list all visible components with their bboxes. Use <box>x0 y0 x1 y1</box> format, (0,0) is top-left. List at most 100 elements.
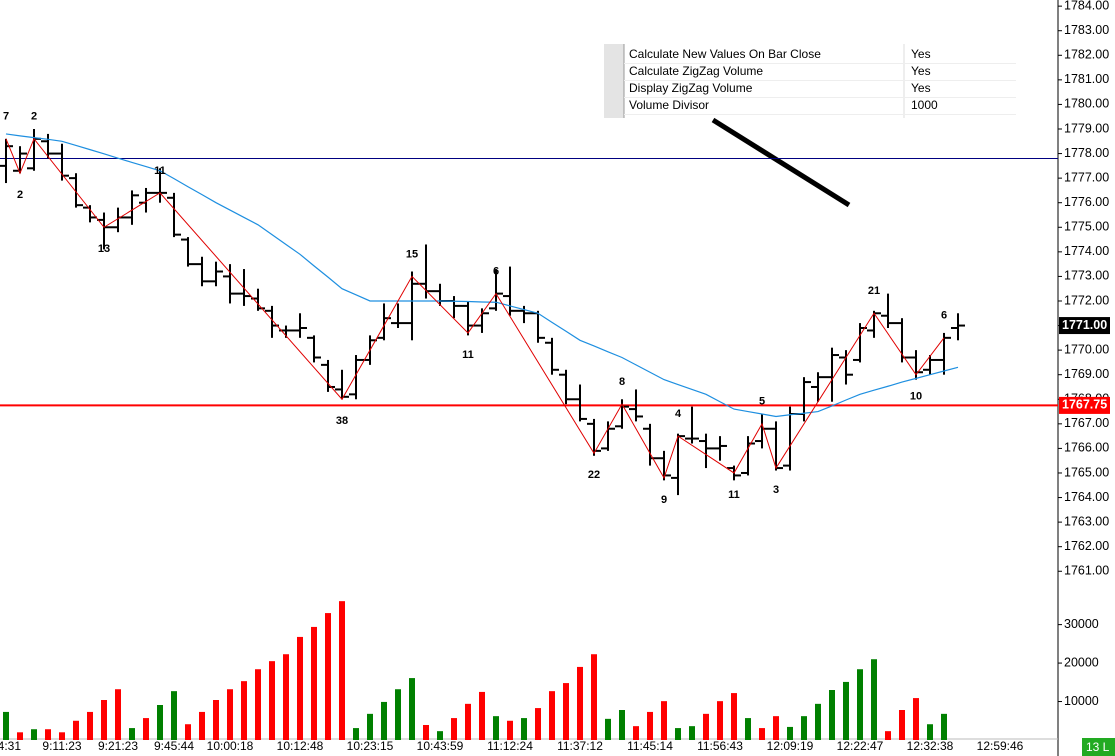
volume-bar <box>213 700 219 740</box>
price-tag: 1767.75 <box>1062 398 1107 412</box>
volume-bar <box>3 711 9 740</box>
volume-bar <box>619 710 625 740</box>
x-tick-label: 10:43:59 <box>417 739 464 753</box>
volume-bar <box>269 661 275 740</box>
volume-bar <box>493 716 499 740</box>
y-tick-label: 1776.00 <box>1064 195 1109 209</box>
volume-bar <box>507 720 513 740</box>
volume-bar <box>773 716 779 740</box>
volume-bar <box>157 705 163 740</box>
zigzag-volume-label: 6 <box>941 310 947 322</box>
panel-gutter <box>604 44 624 118</box>
volume-bar <box>759 728 765 740</box>
volume-bar <box>311 626 317 740</box>
y-tick-label: 1763.00 <box>1064 514 1109 528</box>
volume-bar <box>521 718 527 740</box>
drawn-trendline <box>711 117 851 208</box>
volume-bar <box>143 718 149 740</box>
volume-bar <box>535 708 541 740</box>
y-tick-label: 1774.00 <box>1064 244 1109 258</box>
y-tick-label: 20000 <box>1064 655 1099 669</box>
y-tick-label: 1783.00 <box>1064 23 1109 37</box>
volume-bar <box>241 681 247 740</box>
volume-bar <box>395 689 401 740</box>
zigzag-volume-label: 38 <box>336 415 348 427</box>
x-tick-label: 11:56:43 <box>697 739 743 753</box>
property-name: Calculate New Values On Bar Close <box>629 47 821 61</box>
x-tick-label: 14:31 <box>0 739 21 753</box>
volume-bar <box>325 613 331 740</box>
zigzag-volume-label: 2 <box>31 111 37 123</box>
volume-bar <box>885 731 891 740</box>
x-tick-label: 10:23:15 <box>347 739 394 753</box>
volume-bar <box>465 703 471 740</box>
y-tick-label: 1778.00 <box>1064 146 1109 160</box>
volume-bar <box>633 726 639 740</box>
volume-bar <box>815 703 821 740</box>
y-tick-label: 1773.00 <box>1064 269 1109 283</box>
x-tick-label: 12:59:46 <box>977 739 1024 753</box>
volume-bar <box>703 713 709 740</box>
volume-bar <box>283 654 289 740</box>
x-tick-label: 12:09:19 <box>767 739 814 753</box>
x-tick-label: 9:21:23 <box>98 739 138 753</box>
x-tick-label: 12:32:38 <box>907 739 954 753</box>
y-tick-label: 1767.00 <box>1064 416 1109 430</box>
y-tick-label: 10000 <box>1064 694 1099 708</box>
property-name: Display ZigZag Volume <box>629 81 753 95</box>
property-name: Volume Divisor <box>629 98 709 112</box>
zigzag-volume-label: 8 <box>619 376 625 388</box>
y-tick-label: 1781.00 <box>1064 72 1109 86</box>
y-tick-label: 1772.00 <box>1064 293 1109 307</box>
y-tick-label: 1765.00 <box>1064 465 1109 479</box>
properties-panel: Calculate New Values On Bar Close Yes Calc… <box>604 44 1016 118</box>
zigzag <box>5 137 945 480</box>
volume-bar <box>297 636 303 740</box>
y-tick-label: 1769.00 <box>1064 367 1109 381</box>
volume-bar <box>731 693 737 740</box>
zigzag-volume-label: 5 <box>759 396 765 408</box>
zigzag-volume-label: 6 <box>493 266 499 278</box>
y-tick-label: 1762.00 <box>1064 539 1109 553</box>
x-tick-label: 11:45:14 <box>627 739 673 753</box>
x-tick-label: 9:11:23 <box>42 739 81 753</box>
volume-bar <box>563 683 569 740</box>
volume-bar <box>409 678 415 740</box>
volume-bar <box>843 681 849 740</box>
property-name: Calculate ZigZag Volume <box>629 64 763 78</box>
volume-bar <box>367 713 373 740</box>
last-price-tag-bg <box>1059 317 1110 335</box>
property-value: Yes <box>911 81 931 95</box>
volume-bar <box>675 728 681 740</box>
volume-bar <box>227 689 233 740</box>
volume-bar <box>927 724 933 740</box>
y-tick-label: 1784.00 <box>1064 0 1109 12</box>
volume-bar <box>899 710 905 740</box>
x-tick-label: 10:12:48 <box>277 739 324 753</box>
x-tick-label: 11:37:12 <box>557 739 603 753</box>
zigzag-volume-label: 11 <box>462 349 474 361</box>
moving-average <box>5 133 959 418</box>
volume-bar <box>59 732 65 740</box>
y-tick-label: 1780.00 <box>1064 97 1109 111</box>
volume-bar <box>689 726 695 740</box>
y-tick-label: 1770.00 <box>1064 342 1109 356</box>
status-badge-bg <box>1082 738 1115 756</box>
zigzag-volume-label: 13 <box>98 243 110 255</box>
volume-bar <box>87 711 93 740</box>
volume-bar <box>437 731 443 740</box>
last-price-tag: 1771.00 <box>1062 318 1107 332</box>
volume-bar <box>591 654 597 740</box>
volume-bar <box>661 701 667 740</box>
zigzag-volume-label: 11 <box>728 489 740 501</box>
volume-bar <box>451 718 457 740</box>
volume-bar <box>339 601 345 740</box>
y-tick-label: 1761.00 <box>1064 564 1109 578</box>
volume-bar <box>199 711 205 740</box>
volume-bar <box>647 711 653 740</box>
volume-bar <box>101 700 107 740</box>
volume-bar <box>857 669 863 740</box>
y-tick-label: 1766.00 <box>1064 441 1109 455</box>
